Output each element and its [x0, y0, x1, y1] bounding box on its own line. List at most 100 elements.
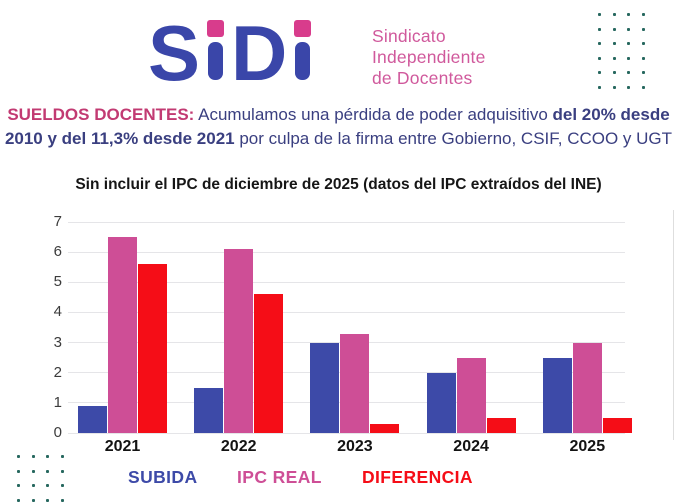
y-tick-label: 4: [53, 303, 62, 321]
headline-line: SUELDOS DOCENTES: Acumulamos una pérdida…: [0, 103, 677, 127]
headline-segment: SUELDOS DOCENTES:: [7, 105, 195, 124]
dot-icon: [641, 56, 645, 60]
bar-ipc-real-2021: [108, 237, 137, 433]
headline-line: 2010 y del 11,3% desde 2021 por culpa de…: [0, 127, 677, 151]
dot-icon: [612, 42, 616, 45]
dot-icon: [627, 13, 630, 16]
bar-subida-2023: [310, 342, 340, 433]
x-axis-label-2025: 2025: [569, 438, 606, 455]
dot-icon: [31, 484, 35, 487]
dot-icon: [598, 13, 601, 16]
dot-icon: [60, 455, 64, 458]
dot-icon: [627, 42, 630, 45]
dot-icon: [17, 469, 20, 473]
dot-icon: [31, 455, 35, 458]
bar-ipc-real-2024: [456, 357, 486, 433]
headline-segment: del 20% desde: [552, 105, 670, 124]
dot-grid-decoration-top-right: [598, 13, 645, 89]
bar-diferencia-2025: [602, 417, 632, 433]
y-tick-label: 3: [53, 333, 62, 351]
dot-icon: [17, 484, 20, 487]
tagline-line: Sindicato: [372, 26, 446, 46]
tagline-line: Independiente: [372, 47, 486, 67]
i-stem: [295, 42, 311, 80]
y-tick-label: 0: [53, 424, 62, 441]
gridline: [68, 221, 625, 223]
tagline-line: de Docentes: [372, 68, 473, 88]
dot-icon: [46, 498, 49, 502]
dot-icon: [598, 71, 601, 74]
legend-item-diferencia: DIFERENCIA: [362, 467, 473, 487]
dot-icon: [17, 498, 20, 502]
bar-diferencia-2021: [138, 264, 167, 433]
legend-item-ipc-real: IPC REAL: [237, 467, 322, 487]
dot-grid-decoration-bottom-left: [17, 455, 64, 502]
dot-icon: [598, 27, 601, 31]
gridline: [68, 281, 625, 283]
x-axis-label-2023: 2023: [337, 438, 373, 455]
dot-icon: [612, 56, 616, 60]
dot-icon: [46, 455, 49, 458]
dot-icon: [641, 42, 645, 45]
dot-icon: [612, 85, 616, 89]
y-tick-label: 1: [53, 393, 62, 411]
chart-frame-edge: [673, 210, 674, 440]
y-tick-label: 5: [53, 273, 62, 291]
dot-icon: [627, 71, 630, 74]
dot-icon: [598, 56, 601, 60]
i-dot-square-icon: [294, 20, 312, 37]
x-axis-label-2021: 2021: [104, 438, 141, 455]
headline-segment: Acumulamos una pérdida de poder adquisit…: [194, 105, 553, 124]
wordmark-letter-i: [207, 20, 225, 80]
y-tick-label: 7: [53, 213, 62, 230]
dot-icon: [60, 498, 64, 502]
wordmark-letter-d: D: [231, 9, 288, 97]
dot-icon: [598, 85, 601, 89]
bar-diferencia-2023: [370, 424, 400, 433]
bar-subida-2024: [426, 372, 456, 433]
dot-icon: [31, 498, 35, 502]
wordmark-letter-i: [294, 20, 312, 80]
dot-icon: [641, 85, 645, 89]
bar-subida-2021: [78, 405, 107, 433]
x-axis-label-2024: 2024: [453, 438, 489, 455]
logo-tagline: Sindicato Independiente de Docentes: [372, 26, 486, 89]
dot-icon: [627, 27, 630, 31]
dot-icon: [641, 27, 645, 31]
dot-icon: [17, 455, 20, 458]
gridline: [68, 311, 625, 313]
bar-subida-2025: [542, 357, 572, 433]
i-stem: [208, 42, 224, 80]
bar-ipc-real-2022: [224, 249, 254, 433]
dot-icon: [612, 13, 616, 16]
dot-icon: [627, 85, 630, 89]
dot-icon: [612, 71, 616, 74]
dot-icon: [627, 56, 630, 60]
sidi-logo-wordmark: S D: [148, 9, 312, 97]
dot-icon: [46, 484, 49, 487]
bar-diferencia-2024: [486, 417, 516, 433]
dot-icon: [598, 42, 601, 45]
gridline: [68, 251, 625, 253]
legend-item-subida: SUBIDA: [128, 467, 198, 487]
dot-icon: [612, 27, 616, 31]
dot-icon: [641, 71, 645, 74]
wordmark-letter-s: S: [148, 9, 201, 97]
dot-icon: [31, 469, 35, 473]
bar-subida-2022: [194, 387, 224, 433]
bar-ipc-real-2023: [340, 333, 370, 433]
y-tick-label: 2: [53, 363, 62, 381]
headline-segment: 2010 y del 11,3% desde 2021: [4, 129, 235, 148]
y-tick-label: 6: [53, 243, 62, 261]
dot-icon: [46, 469, 49, 473]
headline-segment: por culpa de la firma entre Gobierno, CS…: [234, 129, 673, 148]
gridline: [68, 432, 625, 434]
chart-title: Sin incluir el IPC de diciembre de 2025 …: [75, 176, 602, 193]
headline: SUELDOS DOCENTES: Acumulamos una pérdida…: [0, 103, 677, 151]
i-dot-square-icon: [207, 20, 225, 37]
bar-ipc-real-2025: [572, 342, 602, 433]
bar-chart-plot-area: [68, 221, 632, 434]
dot-icon: [641, 13, 645, 16]
dot-icon: [60, 469, 64, 473]
bar-diferencia-2022: [254, 294, 284, 433]
